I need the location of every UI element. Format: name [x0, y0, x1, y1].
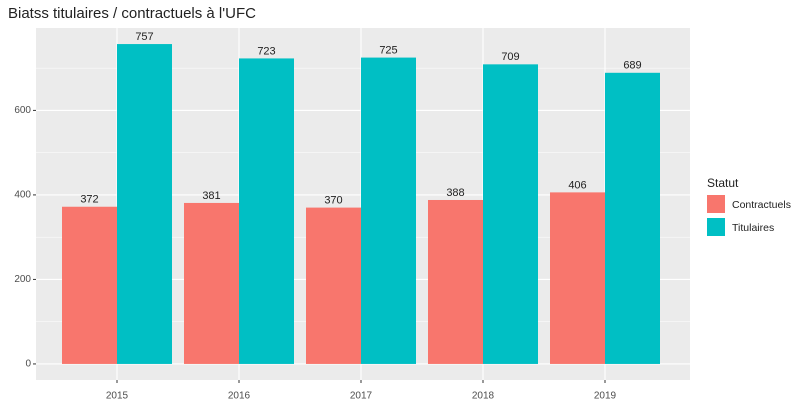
data-label: 723	[257, 45, 275, 57]
legend-title: Statut	[707, 176, 739, 190]
data-label: 725	[379, 44, 397, 56]
bar	[117, 44, 172, 364]
x-tick-label: 2018	[472, 391, 495, 401]
bar	[361, 57, 416, 364]
bar	[483, 64, 538, 364]
y-tick-label: 600	[14, 105, 31, 116]
data-label: 388	[446, 187, 464, 199]
x-tick-label: 2017	[350, 391, 373, 401]
x-tick-label: 2016	[228, 391, 251, 401]
data-label: 370	[324, 194, 342, 206]
data-label: 381	[202, 190, 220, 202]
x-tick-label: 2019	[594, 391, 617, 401]
y-tick-label: 0	[25, 359, 31, 370]
bar	[428, 199, 483, 364]
bar	[62, 206, 117, 364]
bar	[550, 192, 605, 364]
chart-title: Biatss titulaires / contractuels à l'UFC	[8, 5, 256, 22]
bar	[184, 202, 239, 364]
bar	[306, 207, 361, 364]
data-label: 757	[135, 31, 153, 43]
x-tick-label: 2015	[106, 391, 129, 401]
data-label: 372	[80, 194, 98, 206]
legend-key	[707, 195, 725, 213]
data-label: 709	[501, 51, 519, 63]
legend-key	[707, 218, 725, 236]
y-tick-label: 400	[14, 190, 31, 201]
legend-label: Titulaires	[732, 222, 774, 234]
bar	[239, 58, 294, 364]
legend-label: Contractuels	[732, 199, 791, 211]
y-tick-label: 200	[14, 274, 31, 285]
bar	[605, 72, 660, 364]
data-label: 689	[623, 60, 641, 72]
data-label: 406	[568, 179, 586, 191]
